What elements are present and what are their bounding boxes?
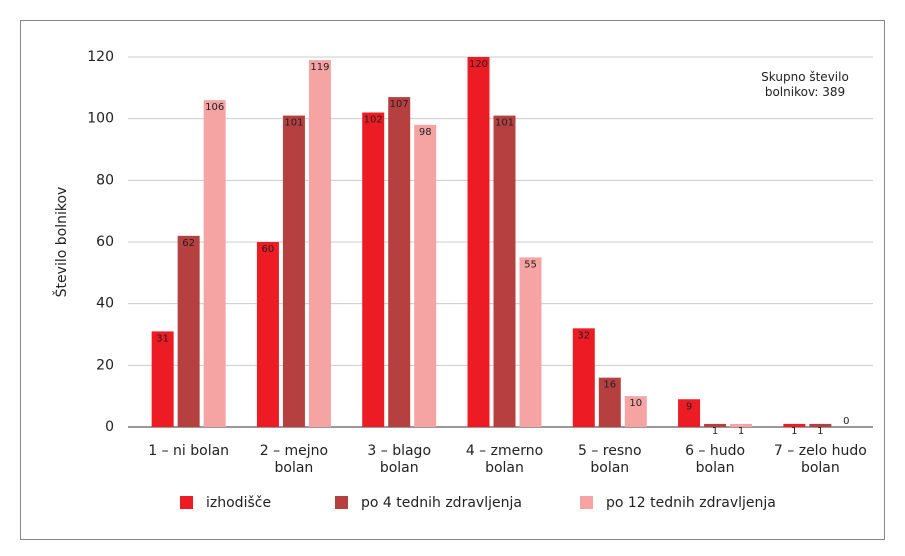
y-tick-label: 120 (87, 49, 114, 65)
value-label: 16 (603, 380, 616, 391)
x-tick-label: 7 – zelo hudo bolan (774, 443, 867, 476)
value-label: 102 (364, 115, 383, 126)
value-label: 120 (469, 59, 488, 70)
bar (467, 57, 490, 427)
value-label: 107 (390, 99, 409, 110)
legend-swatch (180, 496, 193, 509)
value-label: 98 (419, 127, 432, 138)
legend-label: po 12 tednih zdravljenja (606, 495, 776, 511)
value-label: 60 (262, 244, 275, 255)
value-label: 32 (577, 330, 590, 341)
bar (730, 423, 753, 427)
y-tick-label: 80 (96, 172, 114, 188)
bar (151, 331, 174, 427)
value-label: 106 (205, 102, 224, 113)
x-tick-label: 2 – mejno bolan (260, 443, 328, 476)
value-label: 62 (182, 238, 195, 249)
bar (203, 100, 226, 428)
bar (624, 396, 647, 427)
value-label: 31 (156, 333, 169, 344)
legend-swatch (335, 496, 348, 509)
x-tick-label: 6 – hudo bolan (685, 443, 745, 476)
bar (519, 257, 542, 427)
legend-swatch (580, 496, 593, 509)
bar (282, 115, 305, 427)
value-label: 1 (791, 426, 797, 437)
legend-label: izhodišče (206, 495, 271, 511)
value-label: 1 (738, 426, 744, 437)
bar (256, 242, 279, 427)
bar (809, 423, 832, 427)
value-label: 101 (495, 118, 514, 129)
x-tick-label: 5 – resno bolan (578, 443, 642, 476)
bar (783, 423, 806, 427)
x-tick-label: 1 – ni bolan (148, 443, 229, 459)
x-tick-label: 4 – zmerno bolan (466, 443, 543, 476)
bar (598, 377, 621, 427)
value-label: 1 (712, 426, 718, 437)
annotation: Skupno število bolnikov: 389 (761, 70, 849, 99)
value-label: 119 (310, 62, 329, 73)
y-tick-label: 40 (96, 296, 114, 312)
bar (308, 60, 331, 427)
bar (572, 328, 595, 427)
value-label: 55 (524, 259, 537, 270)
y-tick-label: 60 (96, 234, 114, 250)
y-tick-label: 20 (96, 357, 114, 373)
bar (362, 112, 385, 427)
y-axis-title: Število bolnikov (52, 187, 70, 298)
bar (704, 423, 727, 427)
bar (678, 399, 701, 427)
value-label: 1 (817, 426, 823, 437)
legend-label: po 4 tednih zdravljenja (361, 495, 522, 511)
y-tick-label: 100 (87, 111, 114, 127)
value-label: 101 (284, 118, 303, 129)
bar (388, 97, 411, 427)
bar (493, 115, 516, 427)
value-label: 9 (686, 401, 692, 412)
x-tick-label: 3 – blago bolan (367, 443, 431, 476)
bar (414, 124, 437, 427)
value-label: 10 (629, 398, 642, 409)
value-label: 0 (843, 416, 849, 427)
frame (20, 20, 885, 540)
y-tick-label: 0 (105, 419, 114, 435)
bar (177, 235, 200, 427)
